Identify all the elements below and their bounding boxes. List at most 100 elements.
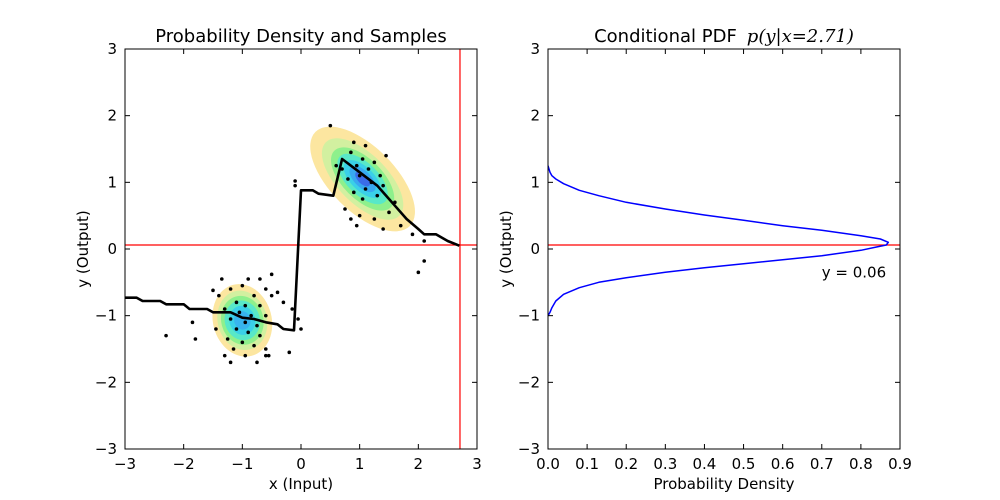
right-x-tick-label: 0.5 — [732, 455, 756, 473]
right-x-tick-label: 0.7 — [810, 455, 834, 473]
sample-point — [264, 347, 268, 351]
sample-point — [269, 293, 274, 298]
sample-point — [378, 173, 383, 178]
sample-point — [354, 163, 359, 168]
right-chart-title-math: p(y|x=2.71) — [747, 26, 854, 47]
sample-point — [363, 187, 368, 191]
sample-point — [410, 232, 415, 237]
left-y-tick-label: −1 — [95, 307, 117, 325]
right-chart-title-text: Conditional PDF — [594, 26, 737, 47]
left-x-tick-label: −3 — [114, 455, 136, 473]
sample-point — [387, 210, 391, 215]
sample-point — [264, 353, 268, 358]
sample-point — [214, 327, 218, 331]
left-y-tick-label: 2 — [107, 107, 117, 125]
sample-point — [225, 337, 230, 341]
sample-point — [349, 150, 353, 155]
sample-point — [258, 303, 262, 308]
sample-point — [211, 288, 215, 293]
sample-point — [234, 300, 239, 305]
sample-point — [243, 320, 248, 325]
sample-point — [328, 123, 333, 128]
right-x-axis-label: Probability Density — [653, 475, 794, 493]
left-y-tick-label: 0 — [107, 240, 117, 258]
right-y-tick-label: −1 — [518, 307, 540, 325]
left-x-tick-label: −1 — [231, 455, 253, 473]
sample-point — [281, 300, 286, 305]
sample-point — [217, 293, 221, 298]
right-y-tick-label: 2 — [530, 107, 540, 125]
left-x-tick-label: −2 — [173, 455, 195, 473]
sample-point — [264, 287, 268, 291]
left-x-tick-label: 3 — [472, 455, 482, 473]
sample-point — [231, 347, 236, 351]
sample-point — [334, 163, 339, 168]
sample-point — [354, 223, 359, 228]
sample-point — [220, 277, 224, 281]
sample-point — [340, 167, 344, 171]
sample-point — [372, 217, 377, 221]
right-x-tick-label: 0.9 — [888, 455, 912, 473]
sample-point — [381, 183, 385, 188]
sample-point — [287, 350, 292, 355]
left-y-axis-label: y (Output) — [74, 210, 92, 287]
right-x-tick-label: 0.0 — [536, 455, 560, 473]
right-chart-title: Conditional PDF p(y|x=2.71) — [594, 26, 854, 47]
right-y-tick-label: −3 — [518, 440, 540, 458]
sample-point — [290, 307, 295, 311]
sample-point — [366, 167, 371, 171]
sample-point — [357, 213, 362, 218]
sample-point — [269, 272, 274, 277]
sample-point — [422, 239, 427, 243]
sample-point — [190, 320, 195, 325]
sample-point — [252, 293, 256, 298]
sample-point — [422, 259, 427, 263]
sample-point — [372, 160, 377, 165]
sample-point — [363, 143, 368, 148]
right-x-tick-label: 0.4 — [693, 455, 717, 473]
value-annotation: y = 0.06 — [822, 263, 886, 281]
sample-point — [384, 153, 388, 158]
conditional-pdf-panel: Conditional PDF p(y|x=2.71) Probability … — [497, 26, 912, 493]
left-y-tick-label: −3 — [95, 440, 117, 458]
sample-point — [255, 323, 259, 328]
left-plot-area — [125, 49, 477, 449]
right-x-tick-label: 0.3 — [653, 455, 677, 473]
right-x-tick-label: 0.8 — [849, 455, 873, 473]
sample-point — [393, 200, 397, 205]
sample-point — [228, 317, 233, 321]
left-y-tick-label: 1 — [107, 173, 117, 191]
density-samples-panel: Probability Density and Samples x (Input… — [74, 26, 482, 493]
right-y-tick-label: −2 — [518, 373, 540, 391]
right-y-tick-label: 0 — [530, 240, 540, 258]
right-x-tick-label: 0.2 — [614, 455, 638, 473]
left-x-tick-label: 1 — [355, 455, 365, 473]
right-plot-area — [548, 165, 900, 317]
sample-point — [352, 140, 356, 145]
right-x-tick-label: 0.6 — [771, 455, 795, 473]
left-axes-frame — [124, 48, 478, 450]
sample-point — [375, 193, 380, 198]
sample-point — [275, 290, 280, 295]
sample-point — [293, 183, 297, 188]
sample-point — [228, 360, 233, 365]
sample-point — [243, 303, 248, 308]
sample-point — [240, 340, 245, 345]
sample-point — [369, 180, 374, 185]
left-y-tick-label: 3 — [107, 40, 117, 58]
right-x-tick-label: 0.1 — [575, 455, 599, 473]
sample-point — [349, 217, 353, 221]
sample-point — [346, 177, 350, 181]
sample-point — [255, 360, 259, 365]
sample-point — [234, 327, 239, 331]
sample-point — [360, 197, 365, 201]
mode-curve-line — [125, 157, 460, 332]
left-x-tick-label: 2 — [414, 455, 424, 473]
left-x-axis-label: x (Input) — [269, 475, 333, 493]
right-axes-frame — [547, 48, 901, 450]
right-y-tick-label: 3 — [530, 40, 540, 58]
sample-point — [237, 310, 242, 315]
sample-point — [357, 173, 362, 178]
sample-point — [343, 207, 347, 211]
